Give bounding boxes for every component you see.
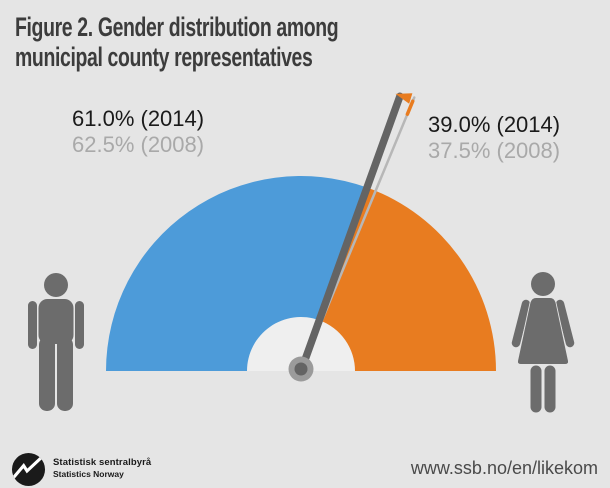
men-share-labels: 61.0% (2014) 62.5% (2008) [72, 106, 204, 158]
female-icon-leg-right [544, 365, 556, 413]
female-icon-head [531, 272, 555, 296]
men-share-2014: 61.0% (2014) [72, 106, 205, 131]
male-icon-leg-left [39, 337, 55, 411]
women-share-labels: 39.0% (2014) 37.5% (2008) [428, 112, 560, 164]
female-icon [511, 272, 575, 413]
ssb-org-name: Statistisk sentralbyrå Statistics Norway [53, 457, 151, 479]
gauge-women-segment [319, 187, 496, 371]
men-share-2008: 62.5% (2008) [72, 132, 205, 157]
gauge-pivot-center [294, 362, 308, 376]
figure-title-line1: Figure 2. Gender distribution among [15, 12, 339, 42]
footer-url: www.ssb.no/en/likekom [410, 458, 598, 478]
female-icon-arm-right [555, 299, 575, 348]
gauge-needle-2014 [297, 92, 404, 375]
figure-title-line2: municipal county representatives [15, 42, 313, 72]
male-icon-torso [38, 299, 74, 344]
change-arrow-tail [405, 99, 415, 116]
male-icon [28, 273, 84, 411]
male-icon-arm-left [28, 301, 37, 349]
figure-title: Figure 2. Gender distribution among muni… [15, 12, 339, 72]
ssb-logo-icon [11, 452, 46, 487]
women-share-2014: 39.0% (2014) [428, 112, 561, 137]
male-icon-head [44, 273, 68, 297]
change-arrow-icon [395, 93, 413, 104]
female-icon-dress [517, 298, 569, 364]
ssb-logo-graphline [11, 455, 44, 480]
ssb-org-name-en: Statistics Norway [53, 469, 124, 479]
ssb-org-name-no: Statistisk sentralbyrå [53, 457, 152, 468]
women-share-2008: 37.5% (2008) [428, 138, 561, 163]
male-icon-leg-right [57, 337, 73, 411]
gauge-men-segment [106, 176, 368, 371]
female-icon-arm-left [511, 299, 531, 348]
female-icon-leg-left [530, 365, 542, 413]
gauge-hole [244, 314, 358, 371]
male-icon-arm-right [75, 301, 84, 349]
